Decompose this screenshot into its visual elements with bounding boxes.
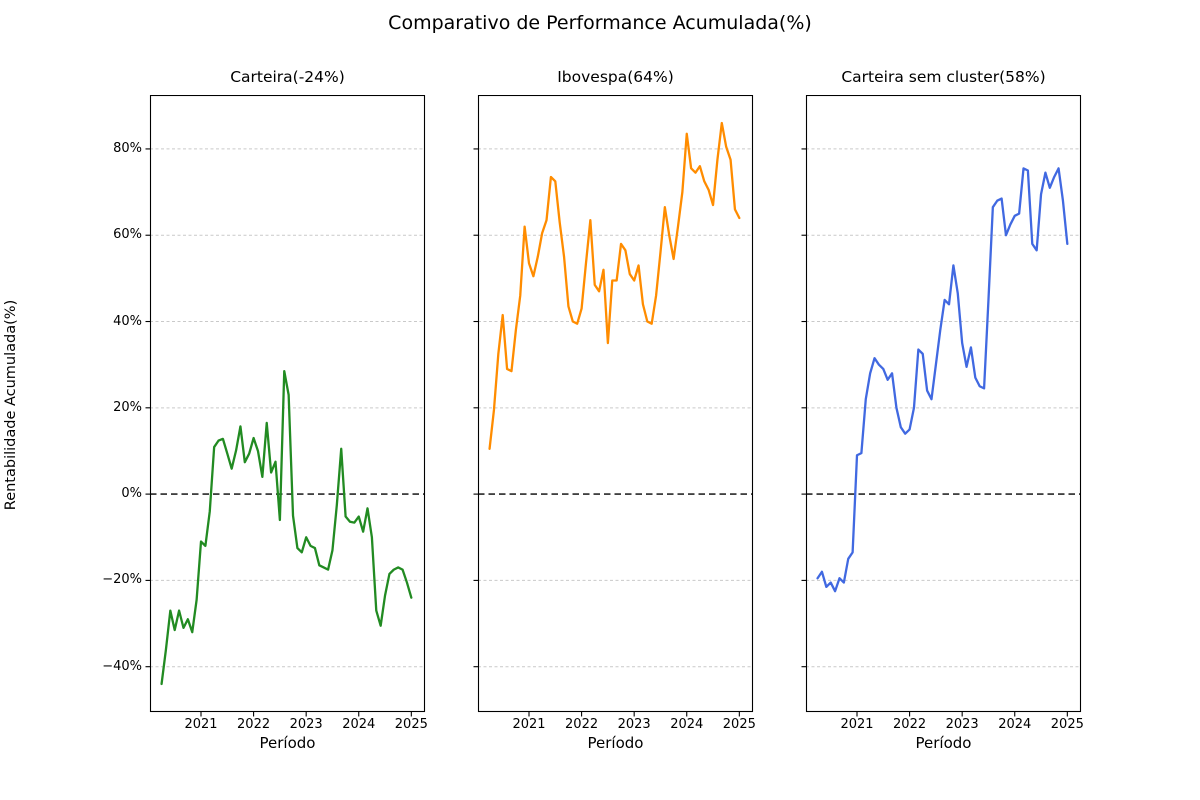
chart-carteira xyxy=(145,95,426,717)
y-tick-label: −20% xyxy=(102,572,142,588)
y-tick-label: 0% xyxy=(121,486,142,502)
y-tick-label: 40% xyxy=(113,313,142,329)
x-tick-label: 2024 xyxy=(670,717,704,732)
x-tick-label: 2021 xyxy=(512,717,546,732)
x-tick-label: 2025 xyxy=(1050,717,1084,732)
x-tick-label: 2023 xyxy=(289,717,323,732)
x-tick-label: 2023 xyxy=(617,717,651,732)
chart-ibovespa xyxy=(473,95,754,717)
y-tick-label: 20% xyxy=(113,399,142,415)
y-tick-label: 80% xyxy=(113,140,142,156)
x-tick-label: 2022 xyxy=(893,717,927,732)
x-axis-label: Período xyxy=(259,734,316,752)
subplot-title-carteira: Carteira(-24%) xyxy=(230,68,345,86)
x-tick-label: 2022 xyxy=(565,717,599,732)
x-axis-label: Período xyxy=(915,734,972,752)
subplot-title-ibovespa: Ibovespa(64%) xyxy=(557,68,674,86)
plot-frame xyxy=(477,95,754,713)
x-tick-label: 2022 xyxy=(237,717,271,732)
y-tick-label: 60% xyxy=(113,227,142,243)
subplot-title-carteira-sem-cluster: Carteira sem cluster(58%) xyxy=(841,68,1046,86)
x-tick-label: 2025 xyxy=(722,717,756,732)
x-tick-label: 2024 xyxy=(342,717,376,732)
y-tick-label: −40% xyxy=(102,658,142,674)
x-tick-label: 2021 xyxy=(184,717,218,732)
series-line-carteira xyxy=(160,369,413,686)
figure-title: Comparativo de Performance Acumulada(%) xyxy=(388,12,812,34)
y-axis-label: Rentabilidade Acumulada(%) xyxy=(3,299,19,511)
plot-frame xyxy=(805,95,1082,713)
plot-frame xyxy=(149,95,426,713)
x-tick-label: 2024 xyxy=(998,717,1032,732)
x-tick-label: 2025 xyxy=(394,717,428,732)
series-line-ibovespa xyxy=(488,121,741,450)
x-axis-label: Período xyxy=(587,734,644,752)
series-line-carteira-sem-cluster xyxy=(816,167,1069,593)
chart-carteira-sem-cluster xyxy=(801,95,1082,717)
x-tick-label: 2023 xyxy=(945,717,979,732)
x-tick-label: 2021 xyxy=(840,717,874,732)
